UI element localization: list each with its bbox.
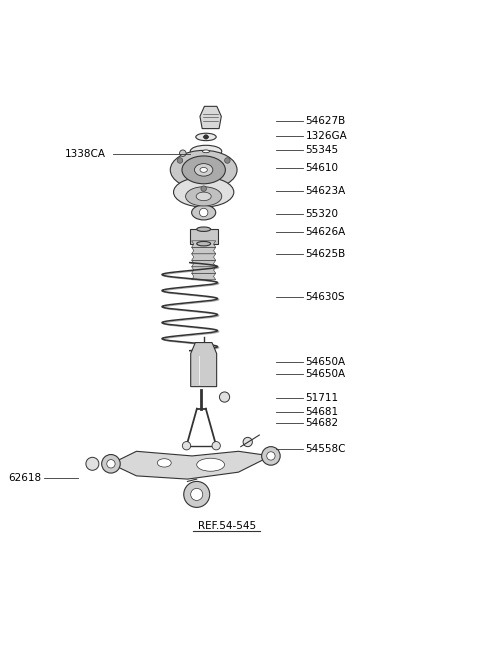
- Text: 51711: 51711: [306, 393, 339, 403]
- Ellipse shape: [196, 192, 211, 200]
- Circle shape: [102, 455, 120, 473]
- Polygon shape: [192, 241, 216, 248]
- Ellipse shape: [190, 145, 222, 157]
- Text: 55320: 55320: [306, 209, 339, 219]
- Circle shape: [182, 441, 191, 450]
- Text: 54623A: 54623A: [306, 186, 346, 196]
- Text: 54610: 54610: [306, 162, 339, 172]
- Polygon shape: [200, 106, 221, 128]
- Circle shape: [86, 457, 99, 470]
- Circle shape: [204, 135, 208, 139]
- Ellipse shape: [157, 458, 171, 467]
- Ellipse shape: [197, 242, 211, 246]
- Text: 54681: 54681: [306, 407, 339, 417]
- Circle shape: [200, 208, 208, 217]
- Polygon shape: [192, 260, 216, 267]
- Circle shape: [201, 186, 206, 191]
- Circle shape: [267, 452, 275, 460]
- Ellipse shape: [174, 178, 234, 207]
- Polygon shape: [192, 253, 216, 260]
- Ellipse shape: [203, 136, 209, 138]
- Text: 54625B: 54625B: [306, 250, 346, 259]
- Circle shape: [177, 158, 183, 163]
- Text: REF.54-545: REF.54-545: [198, 521, 256, 531]
- Polygon shape: [192, 273, 216, 280]
- Text: 54626A: 54626A: [306, 227, 346, 238]
- Ellipse shape: [186, 187, 222, 206]
- Text: 1338CA: 1338CA: [65, 149, 106, 159]
- Polygon shape: [191, 343, 216, 386]
- Polygon shape: [111, 451, 271, 479]
- Circle shape: [225, 158, 230, 163]
- Ellipse shape: [192, 205, 216, 220]
- Text: 54650A: 54650A: [306, 357, 346, 367]
- Circle shape: [191, 489, 203, 500]
- Circle shape: [180, 150, 186, 157]
- Ellipse shape: [203, 150, 210, 153]
- Circle shape: [107, 460, 115, 468]
- Text: 54630S: 54630S: [306, 292, 345, 303]
- Circle shape: [212, 441, 220, 450]
- Polygon shape: [192, 248, 216, 253]
- Polygon shape: [192, 267, 216, 273]
- Ellipse shape: [196, 133, 216, 141]
- Text: 54627B: 54627B: [306, 116, 346, 126]
- Circle shape: [184, 481, 210, 508]
- Text: 54682: 54682: [306, 417, 339, 428]
- Text: 55345: 55345: [306, 145, 339, 155]
- Circle shape: [262, 447, 280, 465]
- Text: 54650A: 54650A: [306, 369, 346, 379]
- Ellipse shape: [170, 151, 237, 189]
- Ellipse shape: [194, 164, 213, 176]
- Ellipse shape: [200, 168, 207, 172]
- Text: 1326GA: 1326GA: [306, 132, 348, 141]
- Circle shape: [243, 438, 252, 447]
- Text: 54558C: 54558C: [306, 444, 346, 454]
- Ellipse shape: [197, 227, 211, 231]
- Ellipse shape: [197, 458, 225, 471]
- Ellipse shape: [182, 156, 226, 184]
- Polygon shape: [190, 229, 217, 244]
- Circle shape: [219, 392, 229, 402]
- Text: 62618: 62618: [8, 473, 41, 483]
